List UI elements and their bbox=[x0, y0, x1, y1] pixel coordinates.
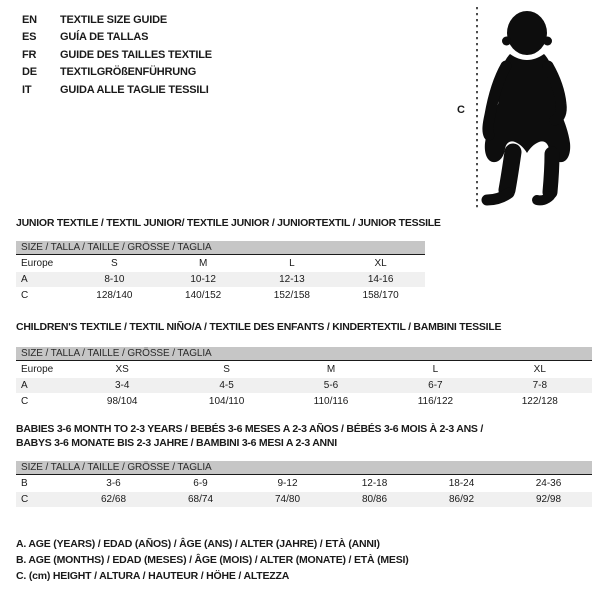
table-cell: 10-12 bbox=[190, 274, 216, 286]
language-list: EN TEXTILE SIZE GUIDE ES GUÍA DE TALLAS FR GU… bbox=[22, 11, 212, 99]
table-cell: 110/116 bbox=[313, 395, 349, 407]
table-cell: M bbox=[326, 364, 336, 376]
language-row: EN TEXTILE SIZE GUIDE bbox=[22, 11, 212, 29]
table-cell: XL bbox=[374, 258, 387, 270]
table-cell: 12-18 bbox=[361, 478, 388, 490]
table-cell: 12-13 bbox=[279, 274, 305, 286]
language-code: DE bbox=[22, 66, 37, 79]
language-title: TEXTILE SIZE GUIDE bbox=[60, 13, 168, 26]
table-cell: 62/68 bbox=[100, 494, 127, 506]
language-code: EN bbox=[22, 13, 37, 26]
table-rows: Europe XS S M L XL A 3-4 4-5 5-6 6-7 7-8 C 98/104 104/… bbox=[16, 362, 592, 409]
table-row: C 98/104 104/110 110/116 116/122 122/128 bbox=[16, 393, 592, 409]
table-cell: S bbox=[111, 258, 118, 270]
table-row: B 3-6 6-9 9-12 12-18 18-24 24-36 bbox=[16, 476, 592, 492]
language-row: DE TEXTILGRÖßENFÜHRUNG bbox=[22, 64, 212, 82]
language-row: FR GUIDE DES TAILLES TEXTILE bbox=[22, 46, 212, 64]
table-cell: 14-16 bbox=[367, 274, 394, 286]
table-cell: L bbox=[432, 364, 439, 376]
language-title: GUIDA ALLE TAGLIE TESSILI bbox=[60, 83, 209, 96]
table-cell: 6-9 bbox=[193, 478, 208, 490]
row-label: C bbox=[21, 395, 29, 407]
baby-figure bbox=[440, 2, 600, 214]
table-cell: 7-8 bbox=[532, 380, 548, 392]
language-title: GUIDE DES TAILLES TEXTILE bbox=[60, 48, 212, 61]
footnote: C. (cm) HEIGHT / ALTURA / HAUTEUR / HÖHE… bbox=[16, 570, 290, 582]
row-label: Europe bbox=[21, 364, 54, 376]
table-cell: 92/98 bbox=[535, 494, 562, 506]
row-label: A bbox=[21, 274, 28, 286]
table-cell: 86/92 bbox=[448, 494, 475, 506]
table-cell: 18-24 bbox=[448, 478, 475, 490]
table-cell: 152/158 bbox=[273, 289, 310, 301]
table-cell: M bbox=[198, 258, 208, 270]
table-cell: 8-10 bbox=[104, 274, 125, 286]
section-title: CHILDREN'S TEXTILE / TEXTIL NIÑO/A / TEX… bbox=[16, 321, 502, 333]
table-cell: 122/128 bbox=[521, 395, 558, 407]
children-size-table: CHILDREN'S TEXTILE / TEXTIL NIÑO/A / TEX… bbox=[16, 320, 592, 407]
table-cell: L bbox=[289, 258, 295, 270]
table-cell: 140/152 bbox=[185, 289, 222, 301]
size-header-bar: SIZE / TALLA / TAILLE / GRÖSSE / TAGLIA bbox=[16, 461, 592, 475]
table-cell: 98/104 bbox=[106, 395, 138, 407]
row-label: B bbox=[21, 478, 28, 490]
babies-size-table: BABIES 3-6 MONTH TO 2-3 YEARS / BEBÉS 3-… bbox=[16, 422, 592, 508]
size-header-bar: SIZE / TALLA / TAILLE / GRÖSSE / TAGLIA bbox=[16, 347, 592, 361]
table-cell: 6-7 bbox=[428, 380, 443, 392]
table-cell: 68/74 bbox=[187, 494, 214, 506]
baby-limbs bbox=[481, 60, 567, 206]
table-rows: B 3-6 6-9 9-12 12-18 18-24 24-36 C 62/68 68/74 74/… bbox=[16, 476, 592, 508]
footnote: A. AGE (YEARS) / EDAD (AÑOS) / ÂGE (ANS)… bbox=[16, 538, 380, 550]
table-cell: XL bbox=[533, 364, 546, 376]
table-cell: 3-6 bbox=[106, 478, 121, 490]
row-label: C bbox=[21, 289, 29, 301]
baby-silhouette bbox=[484, 11, 571, 163]
row-label: C bbox=[21, 494, 29, 506]
language-code: ES bbox=[22, 31, 37, 44]
table-cell: 24-36 bbox=[535, 478, 562, 490]
language-row: ES GUÍA DE TALLAS bbox=[22, 29, 212, 47]
table-rows: Europe S M L XL A 8-10 10-12 12-13 14-16 C 128/140 1… bbox=[16, 256, 425, 303]
section-title: BABIES 3-6 MONTH TO 2-3 YEARS / BEBÉS 3-… bbox=[16, 423, 484, 435]
junior-size-table: JUNIOR TEXTILE / TEXTIL JUNIOR/ TEXTILE … bbox=[16, 216, 441, 301]
footnote: B. AGE (MONTHS) / EDAD (MESES) / ÂGE (MO… bbox=[16, 554, 409, 566]
table-cell: 104/110 bbox=[208, 395, 245, 407]
table-row: Europe S M L XL bbox=[16, 256, 425, 272]
table-cell: XS bbox=[115, 364, 129, 376]
table-row: C 62/68 68/74 74/80 80/86 86/92 92/98 bbox=[16, 491, 592, 508]
row-label: Europe bbox=[21, 258, 54, 270]
table-cell: 128/140 bbox=[96, 289, 133, 301]
section-title: BABYS 3-6 MONATE BIS 2-3 JAHRE / BAMBINI… bbox=[16, 437, 337, 449]
size-header-bar: SIZE / TALLA / TAILLE / GRÖSSE / TAGLIA bbox=[16, 241, 425, 255]
table-cell: 80/86 bbox=[361, 494, 388, 506]
table-row: A 8-10 10-12 12-13 14-16 bbox=[16, 271, 425, 288]
language-title: GUÍA DE TALLAS bbox=[60, 31, 149, 44]
table-cell: 5-6 bbox=[323, 380, 339, 392]
table-row: A 3-4 4-5 5-6 6-7 7-8 bbox=[16, 377, 592, 394]
table-cell: 4-5 bbox=[219, 380, 234, 392]
table-cell: 3-4 bbox=[114, 380, 130, 392]
table-cell: 74/80 bbox=[274, 494, 301, 506]
baby-silhouette-svg bbox=[476, 7, 571, 211]
table-cell: S bbox=[223, 364, 230, 376]
row-label: A bbox=[21, 380, 28, 392]
language-code: IT bbox=[22, 83, 32, 96]
language-code: FR bbox=[22, 48, 37, 61]
language-title: TEXTILGRÖßENFÜHRUNG bbox=[60, 66, 197, 79]
height-measure-label: C bbox=[457, 104, 465, 116]
table-row: C 128/140 140/152 152/158 158/170 bbox=[16, 287, 425, 303]
language-row: IT GUIDA ALLE TAGLIE TESSILI bbox=[22, 81, 212, 99]
table-cell: 9-12 bbox=[277, 478, 298, 490]
table-cell: 158/170 bbox=[362, 289, 399, 301]
table-row: Europe XS S M L XL bbox=[16, 362, 592, 378]
table-cell: 116/122 bbox=[417, 395, 454, 407]
section-title: JUNIOR TEXTILE / TEXTIL JUNIOR/ TEXTILE … bbox=[16, 217, 441, 229]
footnote-list: A. AGE (YEARS) / EDAD (AÑOS) / ÂGE (ANS)… bbox=[16, 536, 409, 584]
